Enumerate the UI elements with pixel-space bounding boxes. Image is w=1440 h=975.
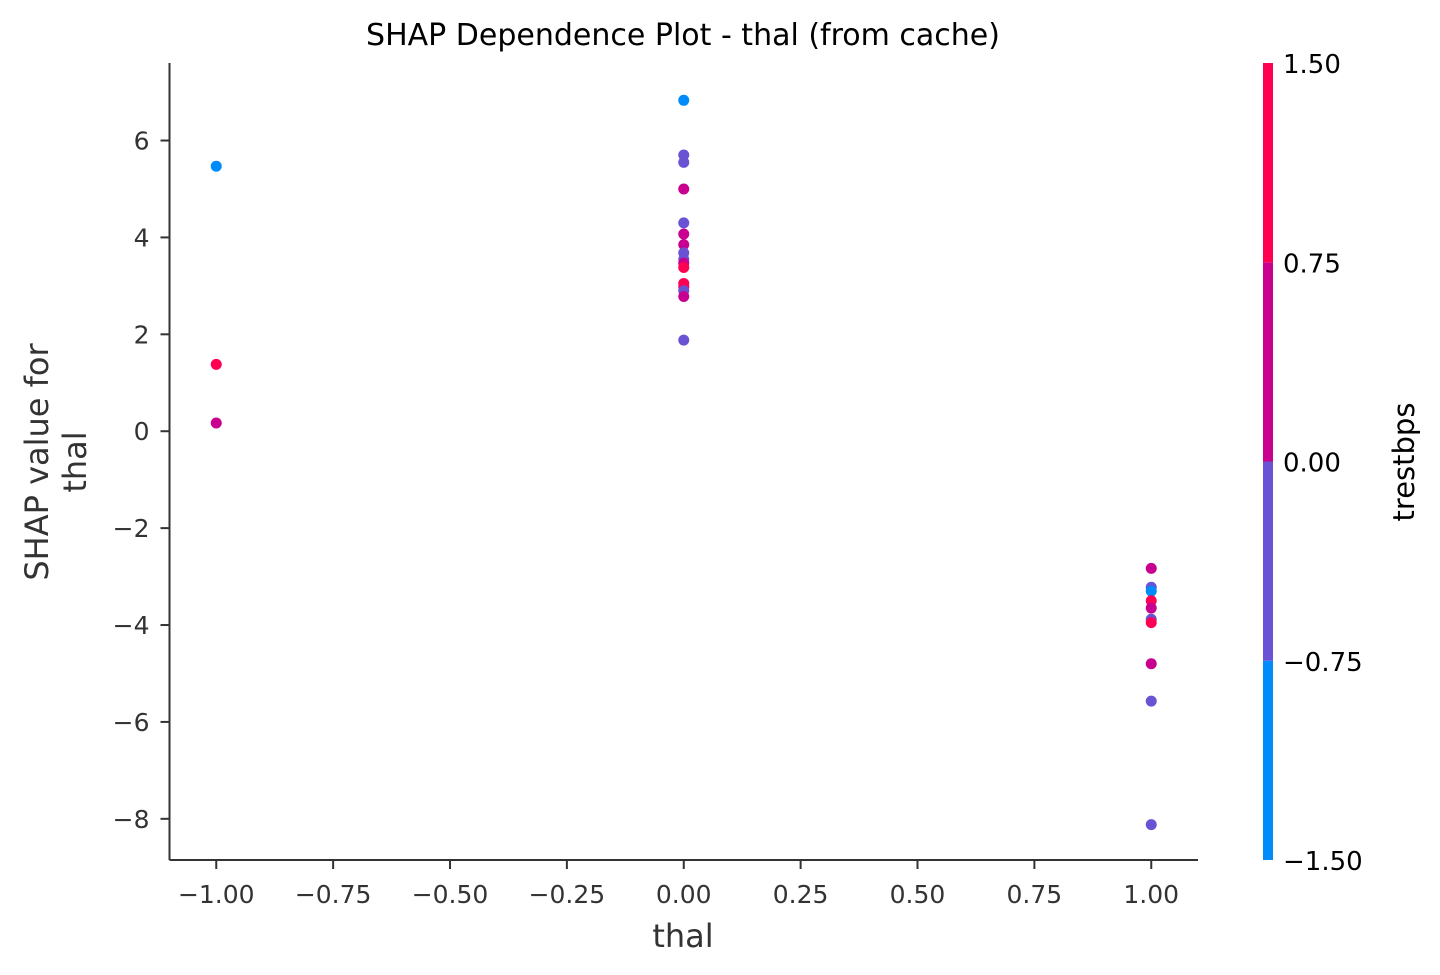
y-tick-label: −6	[113, 708, 150, 737]
y-axis-label-line-1: SHAP value for	[18, 343, 56, 581]
y-tick-label: 2	[134, 320, 150, 349]
scatter-point	[1145, 658, 1157, 670]
scatter-point	[1145, 602, 1157, 614]
scatter-point	[678, 334, 690, 346]
y-tick-label: −2	[113, 514, 150, 543]
y-tick-label: 6	[134, 127, 150, 156]
scatter-point	[1145, 562, 1157, 574]
scatter-point	[210, 417, 222, 429]
scatter-point	[210, 358, 222, 370]
chart-title: SHAP Dependence Plot - thal (from cache)	[366, 18, 1000, 53]
x-tick-label: 0.00	[656, 880, 712, 909]
y-tick-label: −8	[113, 805, 150, 834]
scatter-point	[1145, 585, 1157, 597]
colorbar-tick-label: 1.50	[1283, 50, 1341, 80]
scatter-point	[678, 239, 690, 251]
colorbar	[1263, 63, 1273, 860]
colorbar-band	[1263, 262, 1273, 462]
x-axis-ticks: −1.00 −0.75 −0.50 −0.25 0.00 0.25 0.50 0.75 1.00	[178, 860, 1179, 909]
y-axis-ticks: −8 −6 −4 −2 0 2 4 6	[113, 127, 170, 834]
x-tick-label: 0.50	[890, 880, 946, 909]
scatter-point	[678, 261, 690, 273]
colorbar-label: trestbps	[1387, 403, 1421, 522]
colorbar-tick-label: −1.50	[1283, 847, 1363, 877]
x-tick-label: −0.75	[295, 880, 372, 909]
y-tick-label: 4	[134, 223, 150, 252]
colorbar-tick-label: −0.75	[1283, 648, 1363, 678]
x-tick-label: −1.00	[178, 880, 255, 909]
x-tick-label: 0.25	[773, 880, 829, 909]
y-axis-label: SHAP value for thal	[18, 343, 94, 581]
x-tick-label: −0.25	[529, 880, 606, 909]
colorbar-band	[1263, 660, 1273, 860]
scatter-point	[1145, 617, 1157, 629]
scatter-point	[678, 228, 690, 240]
scatter-point	[678, 94, 690, 106]
y-tick-label: −4	[113, 611, 150, 640]
x-tick-label: 1.00	[1123, 880, 1179, 909]
scatter-point	[678, 291, 690, 303]
scatter-point	[678, 156, 690, 168]
scatter-point	[210, 160, 222, 172]
x-tick-label: −0.50	[412, 880, 489, 909]
scatter-point	[678, 183, 690, 195]
colorbar-band	[1263, 63, 1273, 263]
y-axis-label-line-2: thal	[56, 431, 94, 492]
scatter-points	[210, 94, 1157, 831]
scatter-point	[678, 217, 690, 229]
colorbar-ticks: −1.50 −0.75 0.00 0.75 1.50	[1283, 50, 1363, 877]
colorbar-tick-label: 0.75	[1283, 249, 1341, 279]
y-tick-label: 0	[134, 417, 150, 446]
colorbar-band	[1263, 461, 1273, 661]
scatter-point	[1145, 819, 1157, 831]
x-axis-label: thal	[652, 917, 713, 955]
colorbar-tick-label: 0.00	[1283, 449, 1341, 479]
scatter-point	[1145, 695, 1157, 707]
x-tick-label: 0.75	[1007, 880, 1063, 909]
